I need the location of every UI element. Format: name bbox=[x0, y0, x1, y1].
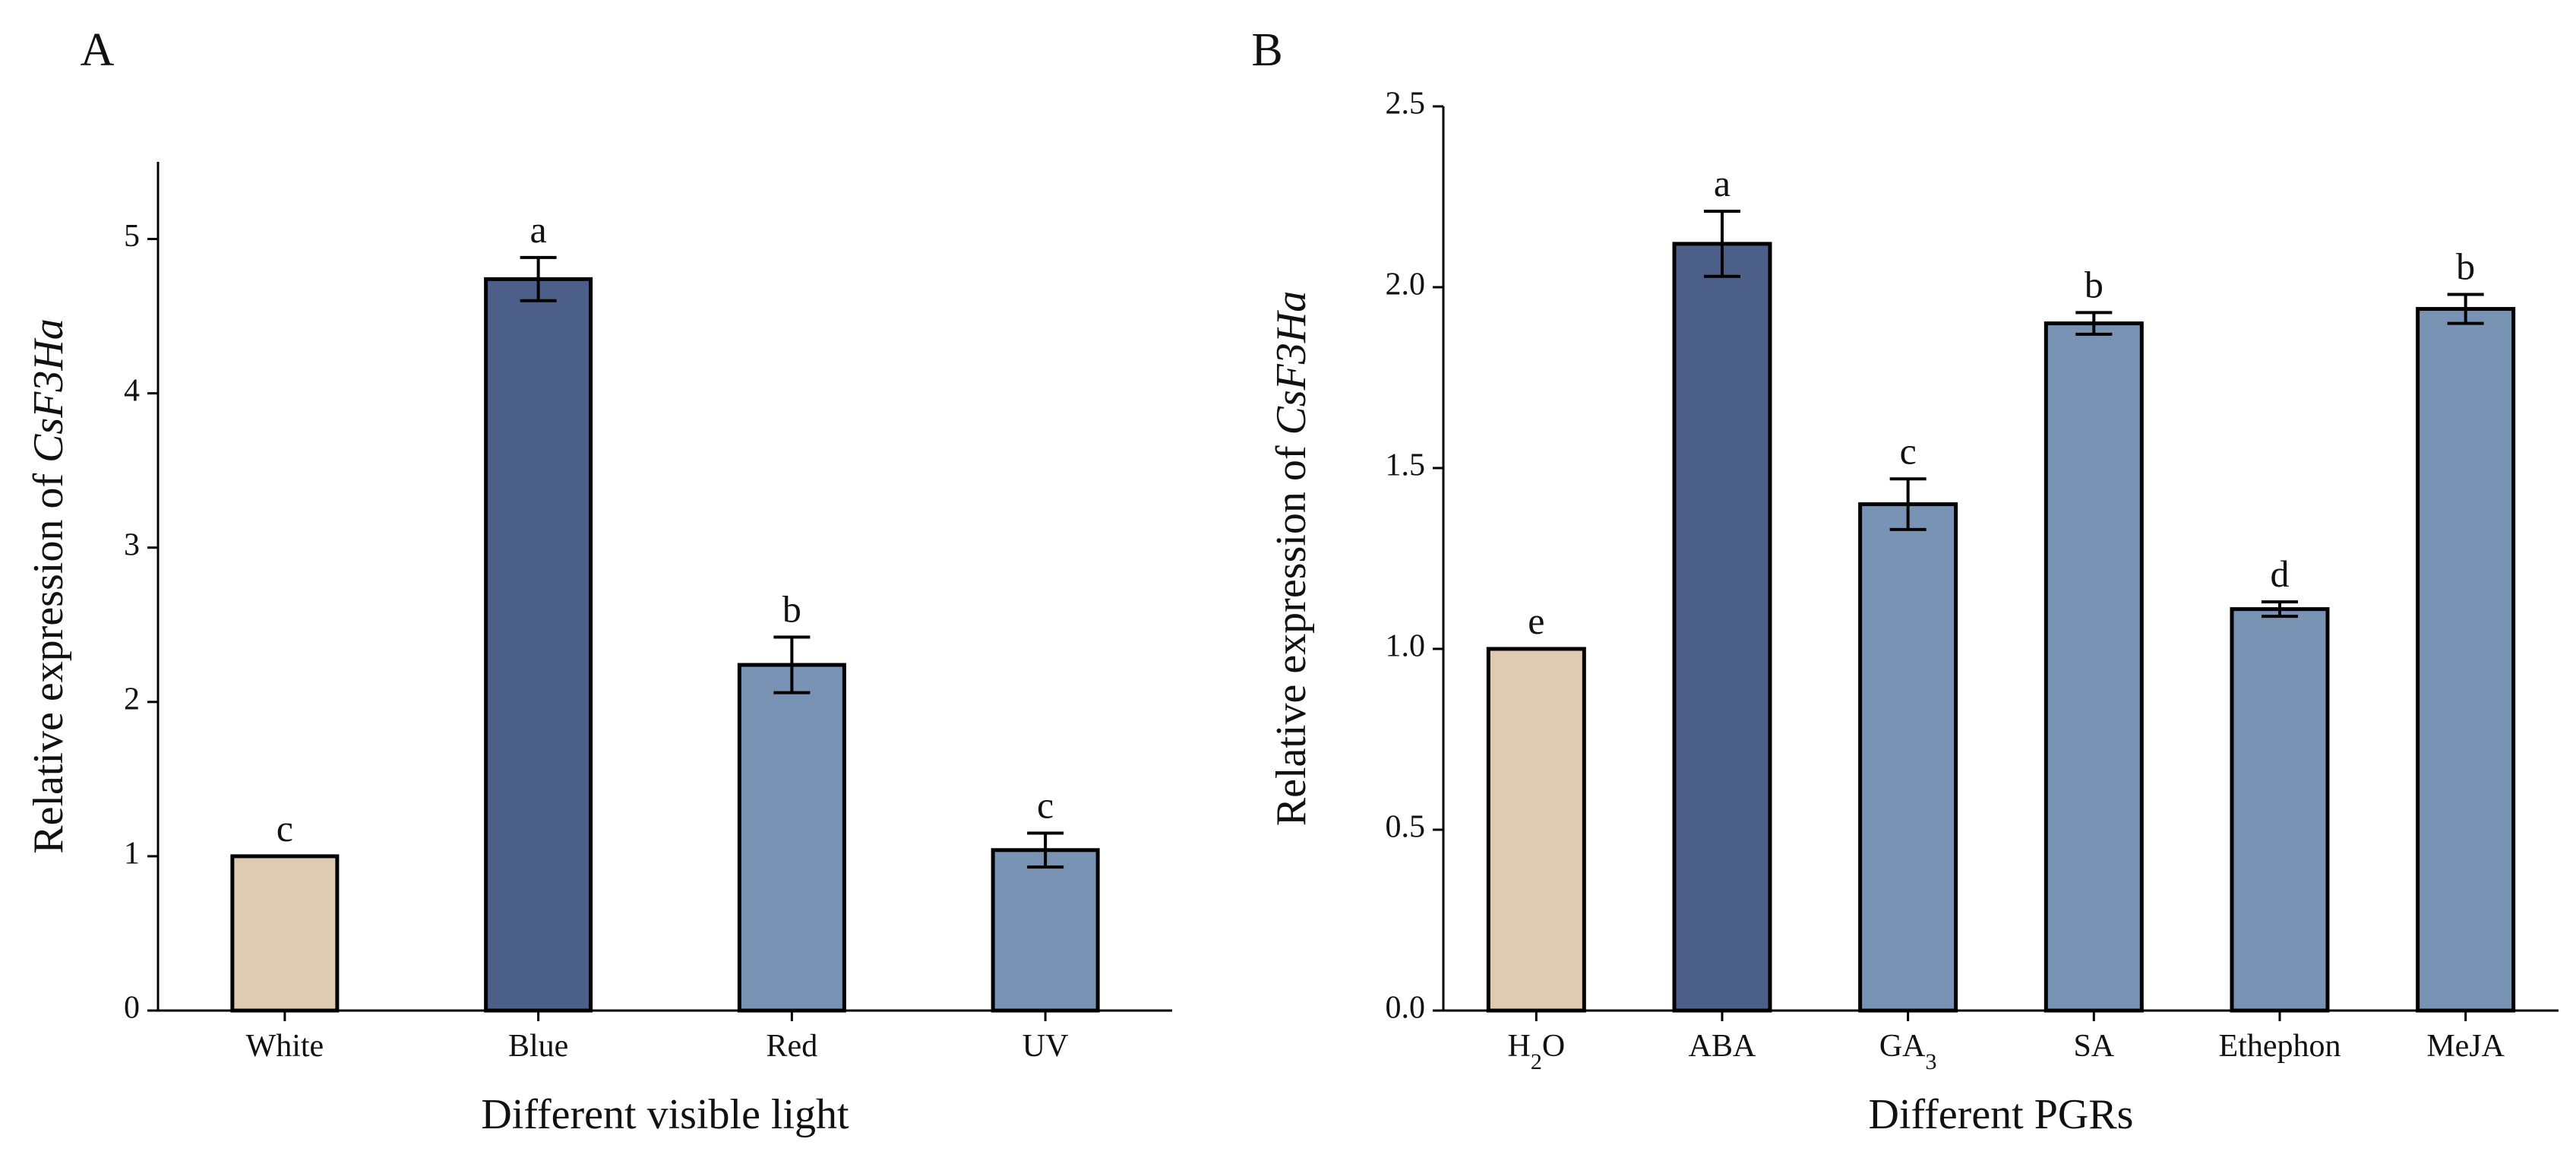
significance-label: c bbox=[1037, 783, 1054, 826]
significance-label: a bbox=[1714, 162, 1731, 204]
x-axis-title: Different PGRs bbox=[1869, 1091, 2134, 1138]
x-tick-label: ABA bbox=[1689, 1029, 1756, 1064]
y-tick-label: 2 bbox=[124, 682, 140, 717]
significance-label: d bbox=[2271, 552, 2290, 595]
x-tick-label: Red bbox=[766, 1029, 818, 1064]
panel-label: A bbox=[81, 24, 115, 76]
bar bbox=[2416, 307, 2516, 1013]
x-tick-label: White bbox=[246, 1029, 324, 1064]
y-tick-label: 1 bbox=[124, 837, 140, 872]
y-tick-label: 0 bbox=[124, 991, 140, 1026]
y-axis-title: Relative expression of CsF3Ha bbox=[1268, 291, 1315, 827]
y-tick-label: 2.5 bbox=[1386, 87, 1426, 122]
y-tick-label: 5 bbox=[124, 219, 140, 254]
bar bbox=[1486, 647, 1586, 1013]
bar bbox=[484, 277, 593, 1013]
significance-label: c bbox=[277, 807, 293, 849]
x-tick-label: Blue bbox=[508, 1029, 568, 1064]
x-axis-title: Different visible light bbox=[481, 1091, 849, 1138]
significance-label: b bbox=[2456, 245, 2475, 288]
panel-a: A 0 1 2 3 4 5 c White a Blue b Red c UV Different visib… bbox=[25, 24, 1172, 1138]
y-tick-label: 3 bbox=[124, 527, 140, 562]
significance-label: c bbox=[1900, 429, 1917, 472]
significance-label: a bbox=[530, 208, 547, 251]
bar bbox=[1858, 502, 1958, 1013]
x-tick-label: GA3 bbox=[1879, 1029, 1937, 1074]
significance-label: b bbox=[2085, 263, 2103, 305]
y-axis-title: Relative expression of CsF3Ha bbox=[25, 318, 72, 854]
panel-b: B 0.0 0.5 1.0 1.5 2.0 2.5 e H2O a ABA c GA3 b SA d Ethep… bbox=[1251, 24, 2559, 1138]
y-tick-label: 0.5 bbox=[1386, 810, 1426, 845]
bar bbox=[737, 663, 846, 1013]
x-tick-label: SA bbox=[2073, 1029, 2114, 1064]
x-tick-label: MeJA bbox=[2426, 1029, 2505, 1064]
y-tick-label: 2.0 bbox=[1386, 267, 1426, 302]
x-tick-label: UV bbox=[1022, 1029, 1069, 1064]
bar bbox=[1672, 242, 1772, 1013]
y-tick-label: 0.0 bbox=[1386, 991, 1426, 1026]
bar bbox=[2230, 607, 2330, 1013]
x-tick-label: Ethephon bbox=[2219, 1029, 2341, 1064]
y-tick-label: 4 bbox=[124, 373, 140, 408]
significance-label: b bbox=[782, 588, 801, 631]
significance-label: e bbox=[1528, 599, 1544, 642]
x-tick-label: H2O bbox=[1507, 1029, 1565, 1074]
bar bbox=[991, 848, 1100, 1013]
y-tick-label: 1.5 bbox=[1386, 448, 1426, 483]
panel-label: B bbox=[1251, 24, 1282, 76]
bar bbox=[2043, 321, 2144, 1013]
bar bbox=[230, 854, 340, 1013]
y-tick-label: 1.0 bbox=[1386, 629, 1426, 664]
